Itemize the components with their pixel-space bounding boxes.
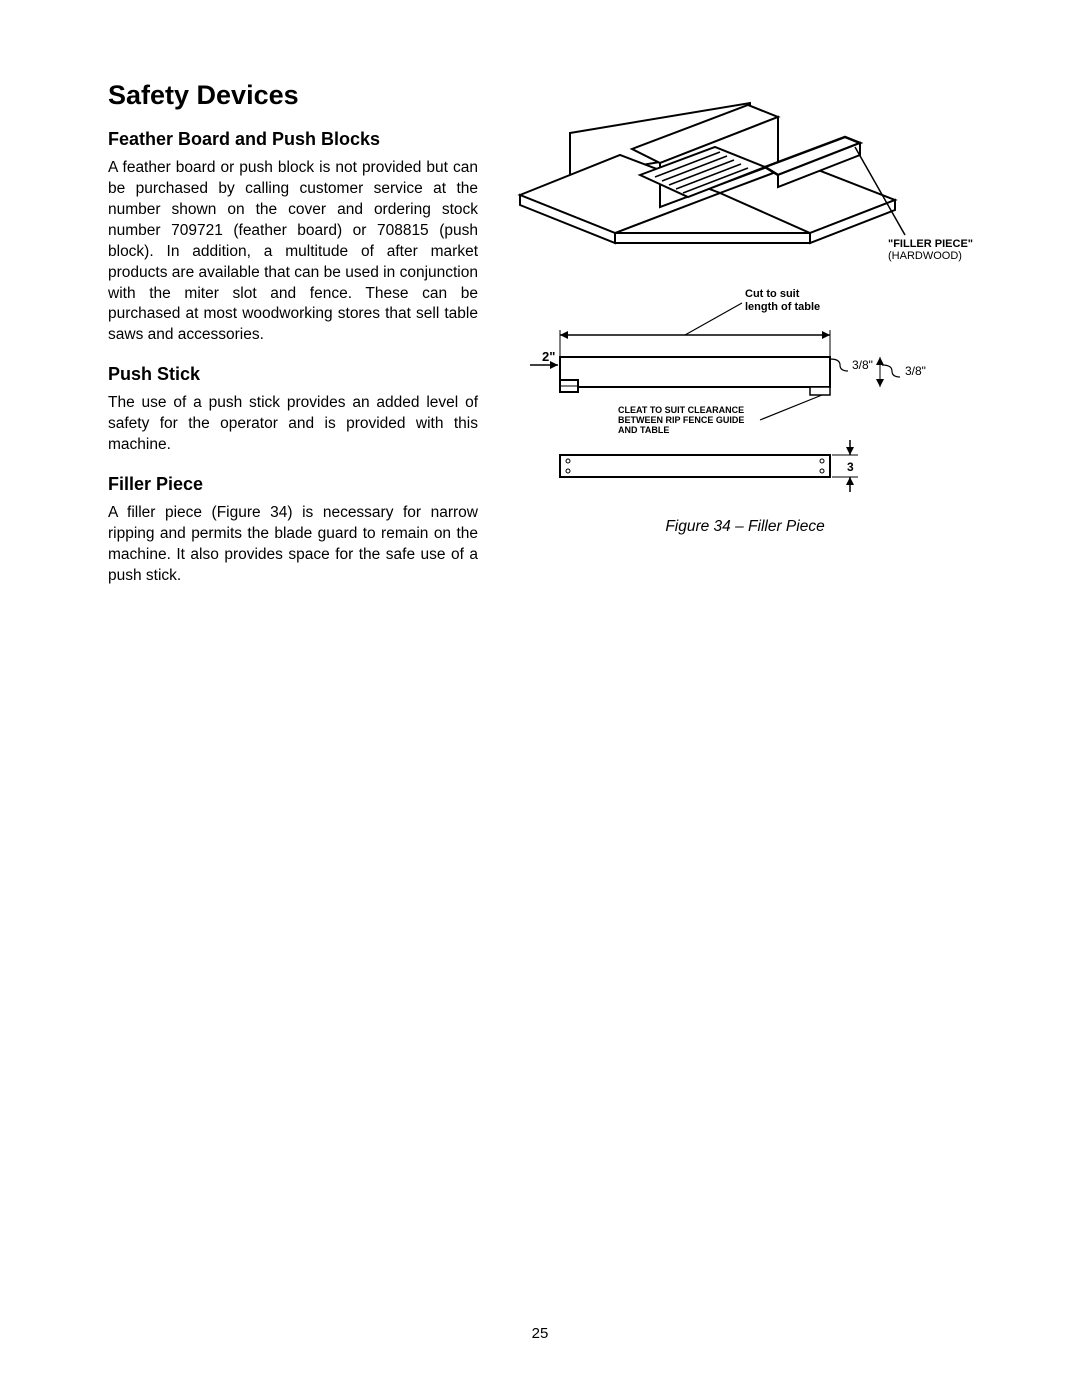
figure-caption: Figure 34 – Filler Piece bbox=[510, 518, 980, 536]
section-body-1: A feather board or push block is not pro… bbox=[108, 158, 478, 346]
figure-34: "FILLER PIECE" (HARDWOOD) Cut to suit le… bbox=[510, 85, 980, 536]
page-number: 25 bbox=[0, 1325, 1080, 1342]
section-heading-2: Push Stick bbox=[108, 364, 478, 385]
label-cleat2: BETWEEN RIP FENCE GUIDE bbox=[618, 415, 744, 425]
label-cleat3: AND TABLE bbox=[618, 425, 669, 435]
section-heading-1: Feather Board and Push Blocks bbox=[108, 129, 478, 150]
section-heading-3: Filler Piece bbox=[108, 474, 478, 495]
filler-piece-diagram: "FILLER PIECE" (HARDWOOD) Cut to suit le… bbox=[510, 85, 980, 505]
label-38a: 3/8" bbox=[852, 358, 873, 372]
page-title: Safety Devices bbox=[108, 80, 478, 111]
label-cleat1: CLEAT TO SUIT CLEARANCE bbox=[618, 405, 744, 415]
label-dim-3: 3 bbox=[847, 460, 854, 474]
label-dim-2: 2" bbox=[542, 349, 555, 364]
right-column: "FILLER PIECE" (HARDWOOD) Cut to suit le… bbox=[510, 80, 980, 605]
cleat-strip: 3 bbox=[560, 440, 858, 492]
label-cut2: length of table bbox=[745, 301, 820, 313]
label-filler-piece: "FILLER PIECE" bbox=[888, 238, 973, 250]
section-body-3: A filler piece (Figure 34) is necessary … bbox=[108, 503, 478, 587]
label-38b: 3/8" bbox=[905, 364, 926, 378]
iso-drawing bbox=[520, 103, 905, 243]
label-hardwood: (HARDWOOD) bbox=[888, 250, 962, 262]
plan-view: Cut to suit length of table 2" bbox=[530, 288, 926, 435]
section-body-2: The use of a push stick provides an adde… bbox=[108, 393, 478, 456]
left-column: Safety Devices Feather Board and Push Bl… bbox=[108, 80, 478, 605]
label-cut1: Cut to suit bbox=[745, 288, 800, 300]
